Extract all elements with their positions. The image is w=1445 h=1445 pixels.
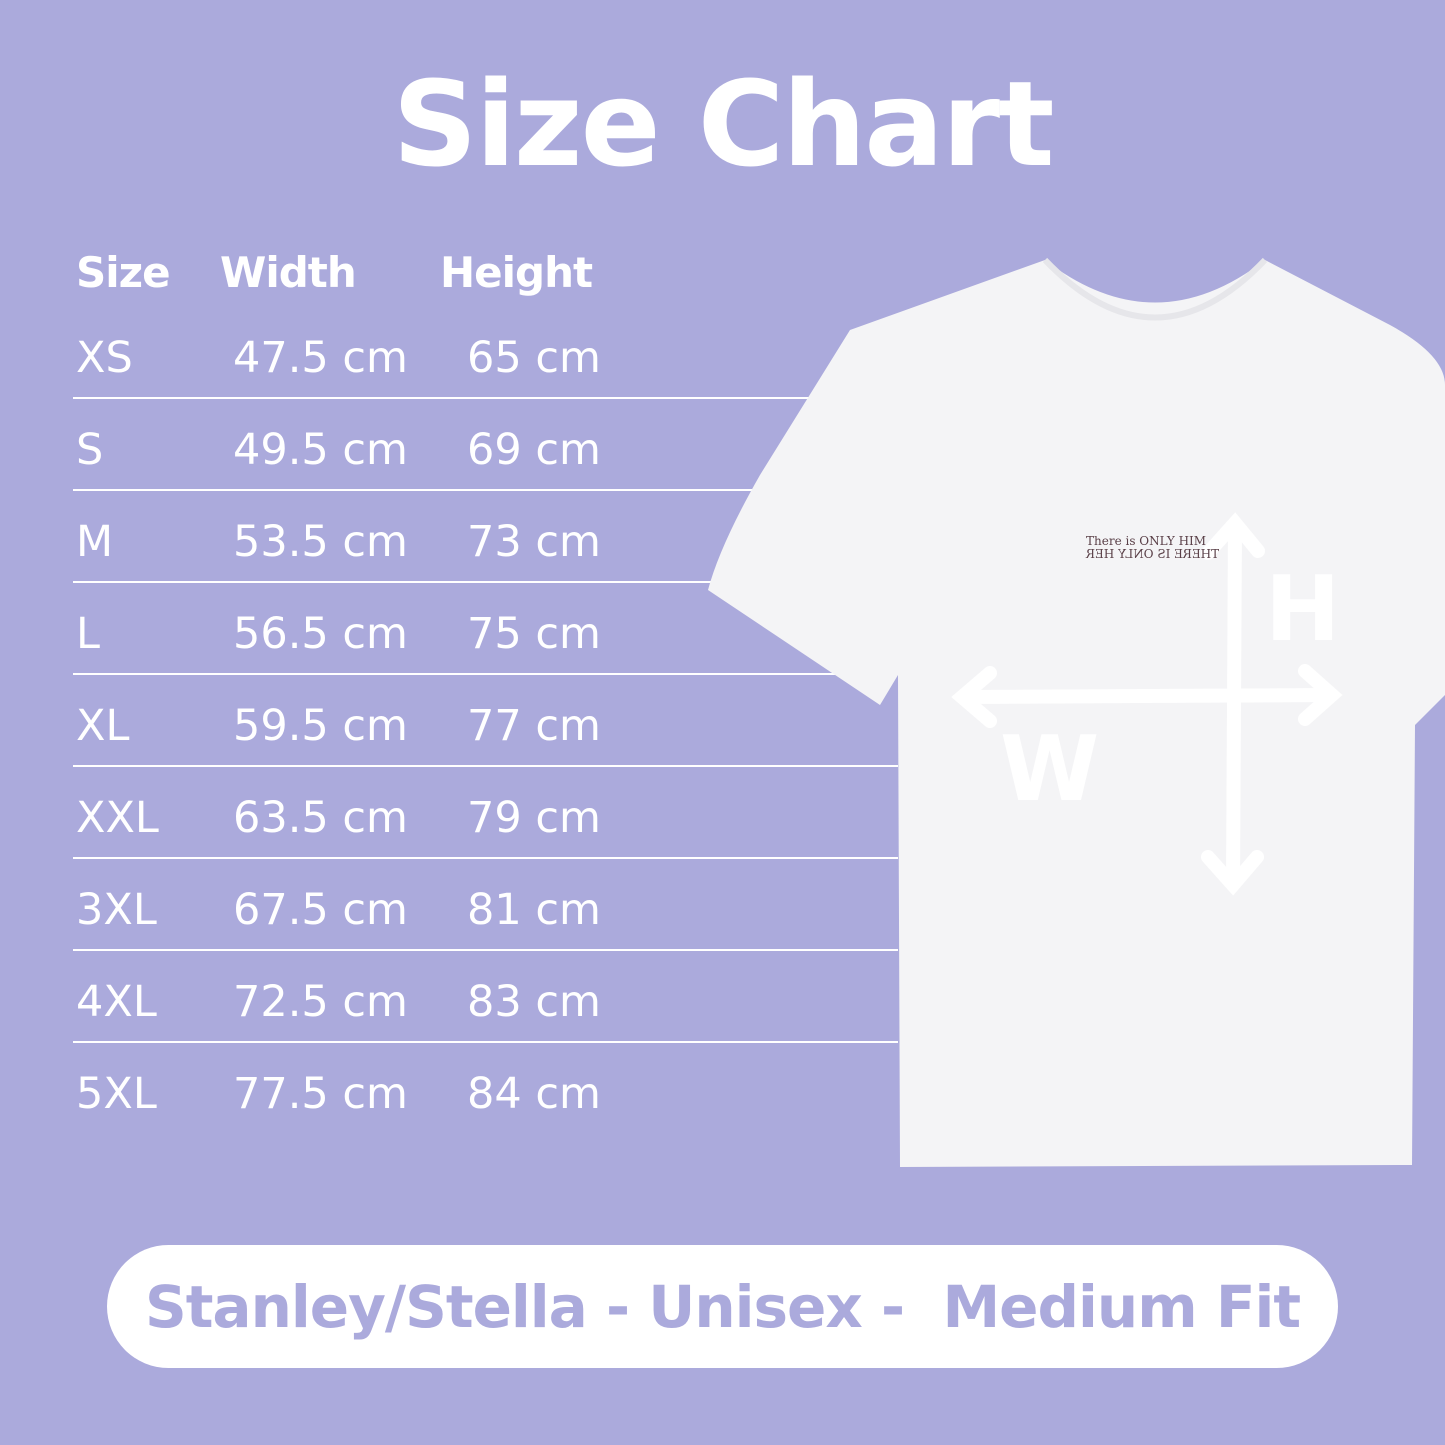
table-row: XL 59.5 cm 77 cm: [0, 701, 900, 793]
height-cell: 81 cm: [467, 885, 601, 935]
tshirt-image: H W: [708, 257, 1445, 1167]
width-cell: 77.5 cm: [233, 1069, 408, 1119]
width-cell: 63.5 cm: [233, 793, 408, 843]
size-cell: 4XL: [76, 977, 157, 1027]
size-cell: XXL: [76, 793, 159, 843]
height-cell: 75 cm: [467, 609, 601, 659]
table-row: 4XL 72.5 cm 83 cm: [0, 977, 900, 1069]
height-label: H: [1265, 557, 1340, 662]
height-cell: 83 cm: [467, 977, 601, 1027]
width-cell: 67.5 cm: [233, 885, 408, 935]
row-divider: [73, 857, 898, 859]
table-row: L 56.5 cm 75 cm: [0, 609, 900, 701]
header-height: Height: [440, 248, 593, 297]
size-cell: M: [76, 517, 114, 567]
width-cell: 49.5 cm: [233, 425, 408, 475]
width-cell: 53.5 cm: [233, 517, 408, 567]
table-row: 3XL 67.5 cm 81 cm: [0, 885, 900, 977]
fit-text: Stanley/Stella - Unisex - Medium Fit: [144, 1272, 1301, 1341]
shirt-print: There is ONLY HIM THERE IS ONLY HER: [1086, 534, 1220, 562]
size-cell: L: [76, 609, 100, 659]
row-divider: [73, 581, 898, 583]
row-divider: [73, 949, 898, 951]
size-cell: XS: [76, 333, 133, 383]
table-row: M 53.5 cm 73 cm: [0, 517, 900, 609]
size-cell: S: [76, 425, 104, 475]
size-cell: XL: [76, 701, 130, 751]
row-divider: [73, 397, 898, 399]
height-cell: 79 cm: [467, 793, 601, 843]
size-cell: 3XL: [76, 885, 157, 935]
table-row: 5XL 77.5 cm 84 cm: [0, 1069, 900, 1161]
height-cell: 65 cm: [467, 333, 601, 383]
width-cell: 56.5 cm: [233, 609, 408, 659]
row-divider: [73, 673, 898, 675]
height-cell: 84 cm: [467, 1069, 601, 1119]
height-cell: 69 cm: [467, 425, 601, 475]
row-divider: [73, 1041, 898, 1043]
row-divider: [73, 765, 898, 767]
table-row: XXL 63.5 cm 79 cm: [0, 793, 900, 885]
height-cell: 73 cm: [467, 517, 601, 567]
width-cell: 59.5 cm: [233, 701, 408, 751]
table-row: XS 47.5 cm 65 cm: [0, 333, 900, 425]
row-divider: [73, 489, 898, 491]
header-size: Size: [76, 248, 171, 297]
size-cell: 5XL: [76, 1069, 157, 1119]
header-width: Width: [220, 248, 357, 297]
width-label: W: [1000, 717, 1099, 822]
table-row: S 49.5 cm 69 cm: [0, 425, 900, 517]
print-line-mirrored: THERE IS ONLY HER: [1086, 547, 1220, 561]
height-cell: 77 cm: [467, 701, 601, 751]
print-line: There is ONLY HIM: [1086, 534, 1207, 548]
fit-badge: Stanley/Stella - Unisex - Medium Fit: [107, 1245, 1338, 1368]
width-cell: 72.5 cm: [233, 977, 408, 1027]
width-cell: 47.5 cm: [233, 333, 408, 383]
page-title: Size Chart: [392, 55, 1054, 193]
